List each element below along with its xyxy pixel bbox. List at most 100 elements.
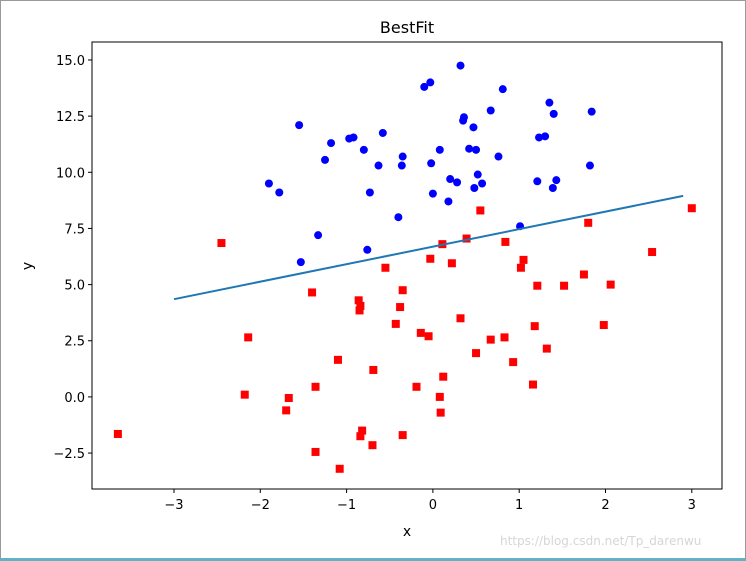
data-point-circle [426,78,435,87]
best-fit-line [173,194,684,301]
plot-background [92,42,722,489]
data-point-circle [453,178,462,187]
data-point-square [381,263,390,272]
series-class-0 [113,204,696,473]
data-point-circle [587,107,596,116]
data-point-square [284,394,293,403]
y-tick-label: 7.5 [64,222,85,237]
best-fit-line-group [173,194,684,301]
x-tick-label: 2 [601,498,609,513]
data-point-square [308,288,317,297]
data-point-square [519,255,528,264]
data-point-square [354,296,363,305]
x-tick-label: 0 [429,498,437,513]
data-point-square [240,390,249,399]
data-point-square [424,332,433,341]
data-point-circle [470,184,479,193]
plot-area [92,42,722,489]
data-point-circle [465,144,474,153]
data-point-square [335,464,344,473]
data-point-circle [549,109,558,118]
data-point-square [412,382,421,391]
data-point-square [509,358,518,367]
data-point-circle [420,82,429,91]
x-axis-label: x [403,524,411,540]
data-point-circle [264,179,273,188]
y-tick-label: 0.0 [64,391,85,406]
data-point-square [516,263,525,272]
data-point-circle [535,133,544,142]
data-point-circle [473,170,482,179]
data-point-circle [459,113,468,122]
data-point-circle [378,128,387,137]
data-point-circle [374,161,383,170]
data-point-square [396,303,405,312]
data-point-square [368,441,377,450]
data-point-circle [428,189,437,198]
data-point-square [648,248,657,257]
data-point-circle [548,184,557,193]
watermark: https://blog.csdn.net/Tp_darenwu [500,534,702,548]
data-point-square [355,306,364,315]
data-point-circle [478,179,487,188]
data-point-square [579,270,588,279]
y-axis-label: y [20,262,36,270]
data-point-square [244,333,253,342]
data-point-circle [585,161,594,170]
data-point-square [391,319,400,328]
data-point-circle [541,132,550,141]
data-point-square [113,429,122,438]
x-tick-label: 3 [688,498,696,513]
plot-frame [91,41,723,490]
data-point-circle [363,245,372,254]
data-point-square [398,431,407,440]
y-tick-label: 12.5 [56,110,85,125]
data-point-circle [472,145,481,154]
data-point-square [282,406,291,415]
data-point-square [500,333,509,342]
data-point-circle [486,106,495,115]
data-point-square [529,380,537,389]
chart-title: BestFit [380,18,434,37]
y-axis: −2.5 0.0 2.5 5.0 7.5 10.0 12.5 15.0 [53,54,92,462]
data-point-square [533,281,542,290]
axes-border [91,41,723,490]
data-point-circle [397,161,406,170]
data-point-circle [296,258,305,267]
data-point-square [356,432,365,441]
data-point-circle [533,177,542,186]
data-point-square [356,301,365,310]
series-class-1 [264,61,596,267]
data-point-circle [444,197,453,206]
data-point-square [311,382,320,391]
data-point-square [456,314,465,323]
data-point-square [584,218,593,227]
data-point-circle [469,123,478,132]
data-point-square [560,281,569,290]
x-tick-label: −2 [251,498,270,513]
y-tick-label: 15.0 [56,54,85,69]
data-point-square [416,328,425,337]
data-point-square [447,259,456,268]
data-point-square [599,321,608,330]
x-axis: −3 −2 −1 0 1 2 3 [164,489,696,513]
data-point-circle [295,121,304,130]
data-point-square [472,349,481,358]
data-point-circle [456,61,465,70]
data-point-square [435,392,444,401]
data-point-square [217,239,226,248]
data-point-circle [314,231,323,240]
y-tick-label: −2.5 [53,447,85,462]
data-point-square [358,426,367,435]
data-point-square [426,254,435,263]
data-point-circle [498,85,507,94]
data-point-square [311,447,320,456]
data-point-square [542,344,551,353]
data-point-circle [398,152,407,161]
y-tick-label: 2.5 [64,335,85,350]
data-point-circle [494,152,503,161]
data-point-circle [446,175,455,184]
data-point-square [687,204,696,213]
data-point-square [486,335,495,344]
